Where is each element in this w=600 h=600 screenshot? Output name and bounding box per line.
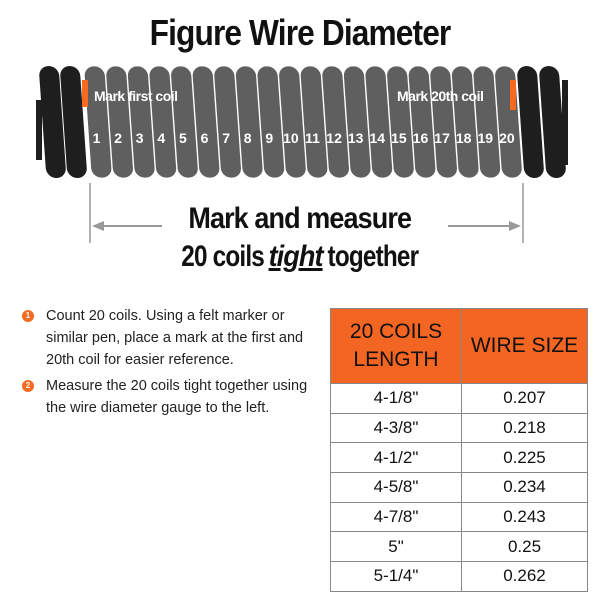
length-cell: 4-5/8" [330, 472, 462, 503]
spring-end-wire [36, 100, 42, 160]
instructions: 1 Count 20 coils. Using a felt marker or … [22, 305, 322, 423]
coil [343, 65, 372, 179]
coil [321, 65, 350, 179]
coil [278, 65, 307, 179]
table-row: 5-1/4" 0.262 [330, 561, 588, 592]
end-coil [39, 66, 66, 178]
coil-number: 3 [135, 130, 144, 146]
length-cell: 4-7/8" [330, 501, 462, 533]
coil-number: 11 [305, 130, 320, 146]
wire-size-cell: 0.262 [461, 561, 588, 592]
table-row: 4-1/8" 0.207 [330, 383, 588, 414]
table-row: 4-5/8" 0.234 [330, 472, 588, 503]
caption-line-2: 20 coils tight together [181, 240, 419, 273]
coil-number: 7 [222, 130, 230, 146]
coil [235, 65, 264, 179]
header-coils-length: 20 COILS LENGTH [330, 308, 462, 384]
coil [429, 65, 458, 179]
coil-number: 8 [243, 130, 252, 146]
step-2: 2 Measure the 20 coils tight together usi… [22, 375, 322, 419]
header-wire-size: WIRE SIZE [461, 308, 588, 384]
table-row: 4-3/8" 0.218 [330, 412, 588, 444]
wire-size-cell: 0.218 [461, 412, 588, 444]
end-coil [517, 66, 544, 178]
table-row: 4-7/8" 0.243 [330, 501, 588, 533]
spring-illustration [36, 65, 568, 243]
wire-size-cell: 0.225 [461, 442, 588, 474]
length-cell: 4-1/2" [330, 442, 462, 474]
coil-number: 20 [499, 130, 515, 146]
coil [364, 65, 393, 179]
end-coil [60, 66, 87, 178]
coil [256, 65, 285, 179]
arrow-right-head [509, 221, 521, 231]
coil [213, 65, 242, 179]
coil-number: 1 [92, 130, 101, 146]
step-text: Count 20 coils. Using a felt marker or s… [46, 308, 304, 368]
coil-number: 12 [326, 130, 342, 146]
end-coil [539, 66, 566, 178]
coil [386, 65, 415, 179]
coil-number: 17 [434, 130, 450, 146]
spring-end-wire [562, 80, 568, 165]
coil-number: 18 [455, 130, 472, 146]
coil-number: 6 [200, 130, 209, 146]
length-cell: 4-3/8" [330, 412, 462, 444]
coil [127, 65, 156, 179]
coil [170, 65, 199, 179]
coil-number: 13 [347, 130, 364, 146]
arrow-left-head [92, 221, 104, 231]
coil [191, 65, 221, 179]
wire-size-cell: 0.243 [461, 501, 588, 533]
coil-number: 2 [114, 130, 122, 146]
coil-number: 16 [412, 130, 429, 146]
wire-size-cell: 0.25 [461, 531, 588, 563]
coil-number: 5 [178, 130, 187, 146]
caption-line-1: Mark and measure [188, 202, 413, 235]
coil-number: 19 [477, 130, 494, 146]
coil-number: 14 [369, 130, 386, 146]
coil-number: 4 [157, 130, 166, 146]
wire-size-cell: 0.234 [461, 472, 588, 503]
coil [83, 65, 113, 179]
coil [407, 65, 437, 179]
page-title: Figure Wire Diameter [149, 12, 452, 53]
step-text: Measure the 20 coils tight together usin… [46, 378, 308, 416]
length-cell: 5" [330, 531, 462, 563]
coil [105, 65, 134, 179]
length-cell: 5-1/4" [330, 561, 462, 592]
table-row: 5" 0.25 [330, 531, 588, 563]
step-number-badge: 2 [22, 380, 34, 392]
wire-size-table: 20 COILS LENGTH WIRE SIZE 4-1/8" 0.207 4-3… [330, 308, 588, 592]
first-coil-mark [82, 80, 88, 107]
step-1: 1 Count 20 coils. Using a felt marker or … [22, 305, 322, 371]
table-row: 4-1/2" 0.225 [330, 442, 588, 474]
wire-size-cell: 0.207 [461, 383, 588, 414]
coil [148, 65, 177, 179]
coil-number: 10 [283, 130, 299, 146]
mark-20th-coil-label: Mark 20th coil [397, 88, 484, 104]
length-cell: 4-1/8" [330, 383, 462, 414]
coil [299, 65, 329, 179]
last-coil-mark [510, 80, 516, 110]
coil [472, 65, 501, 179]
coil-number: 15 [391, 130, 407, 146]
coil [451, 65, 480, 179]
mark-first-coil-label: Mark first coil [94, 88, 178, 104]
coil-number: 9 [265, 130, 274, 146]
step-number-badge: 1 [22, 310, 34, 322]
